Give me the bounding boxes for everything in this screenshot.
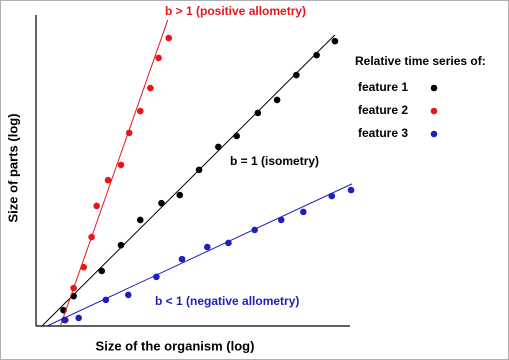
legend-label: feature 3 (358, 126, 408, 140)
fit-line (41, 34, 336, 327)
data-point (300, 208, 307, 216)
data-point (98, 267, 106, 275)
data-point (93, 202, 100, 210)
data-point (136, 107, 144, 115)
data-point (313, 51, 320, 59)
fit-line (59, 19, 169, 327)
data-point (80, 263, 88, 271)
data-point (102, 296, 110, 304)
data-point (136, 216, 144, 224)
data-point (347, 186, 355, 194)
annotation: b > 1 (positive allometry) (165, 4, 306, 18)
data-point (254, 109, 262, 117)
data-point (328, 192, 336, 200)
data-point (88, 233, 95, 241)
data-point (104, 176, 112, 184)
data-point (178, 255, 186, 263)
data-point (61, 316, 68, 324)
data-point (75, 314, 82, 322)
data-point (176, 191, 184, 199)
data-point (117, 241, 125, 249)
data-point (158, 199, 165, 207)
data-point (233, 132, 240, 140)
data-point (147, 84, 154, 92)
data-point (293, 71, 300, 79)
data-point (155, 54, 162, 62)
annotation: b = 1 (isometry) (230, 154, 319, 168)
data-point (165, 34, 173, 42)
data-point (277, 216, 285, 224)
legend-label: feature 2 (358, 103, 408, 117)
data-point (225, 239, 232, 247)
data-point (203, 243, 211, 251)
legend-title: Relative time series of: (355, 54, 486, 68)
legend-marker (430, 84, 438, 92)
data-point (117, 161, 125, 169)
data-point (331, 37, 339, 45)
y-axis-label: Size of parts (log) (5, 113, 20, 222)
data-point (215, 143, 222, 151)
legend-label: feature 1 (358, 80, 408, 94)
data-point (70, 284, 77, 292)
legend-marker (430, 130, 438, 138)
annotation: b < 1 (negative allometry) (155, 294, 299, 308)
data-point (195, 166, 203, 174)
fit-line (46, 183, 353, 327)
data-point (153, 273, 160, 281)
data-point (251, 226, 258, 234)
data-point (124, 291, 132, 299)
data-point (70, 292, 77, 300)
data-point (273, 96, 281, 104)
legend-marker (430, 107, 438, 115)
x-axis-label: Size of the organism (log) (96, 338, 255, 353)
data-point (125, 129, 133, 137)
